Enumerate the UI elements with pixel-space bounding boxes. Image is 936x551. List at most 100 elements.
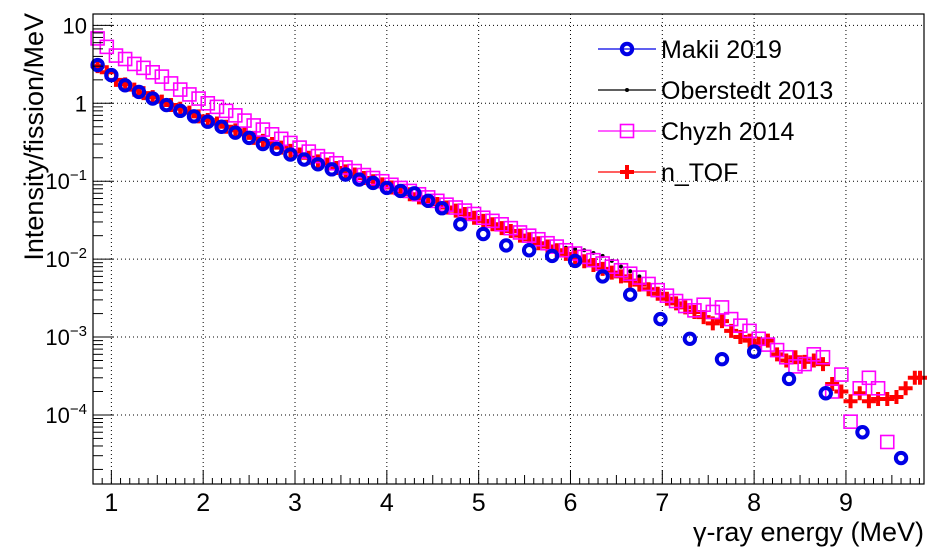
axis-ticks <box>93 24 920 484</box>
y-tick-label: 10−4 <box>45 401 87 428</box>
y-tick-label: 10−1 <box>45 167 87 194</box>
legend-label: Oberstedt 2013 <box>661 77 833 105</box>
data-point <box>434 201 450 216</box>
data-point <box>420 193 436 209</box>
data-point <box>296 152 312 167</box>
data-point <box>531 236 546 251</box>
data-point <box>218 103 234 119</box>
y-tick-label: 10−3 <box>45 323 87 350</box>
data-point <box>650 286 665 301</box>
data-point <box>714 351 730 367</box>
data-point <box>485 213 500 229</box>
data-point <box>861 394 876 409</box>
data-point <box>622 287 638 302</box>
data-point <box>352 172 367 187</box>
data-point <box>407 186 422 201</box>
data-point <box>659 288 675 303</box>
legend-item-makii-2019: Makii 2019 <box>598 36 782 64</box>
x-tick-label: 4 <box>380 489 394 517</box>
data-point <box>742 333 757 348</box>
legend: Makii 2019 Oberstedt 2013 Chyzh 2014 n_TOF <box>598 36 833 187</box>
data-point <box>453 217 468 232</box>
data-point <box>843 414 858 429</box>
data-point <box>512 228 527 243</box>
data-point <box>99 39 115 55</box>
tick-labels: 1 2 3 4 5 6 7 8 9 10 1 10−1 10−2 10−3 10−4 <box>45 13 852 517</box>
data-point <box>893 450 909 466</box>
grid <box>93 14 924 484</box>
data-point <box>338 167 353 182</box>
legend-item-oberstedt-2013: Oberstedt 2013 <box>598 77 833 105</box>
data-point <box>159 97 174 113</box>
data-point <box>825 376 840 391</box>
data-marks <box>90 31 927 466</box>
data-point <box>200 114 215 129</box>
data-point <box>567 246 583 261</box>
data-point <box>742 323 757 339</box>
data-point <box>269 141 284 157</box>
plot-frame <box>92 13 925 485</box>
data-point <box>521 228 537 243</box>
legend-marker <box>619 123 635 139</box>
data-point <box>214 119 229 134</box>
data-point <box>618 264 623 269</box>
data-point <box>641 282 656 297</box>
data-point <box>778 349 794 365</box>
data-point <box>448 200 464 215</box>
data-point <box>457 203 473 218</box>
data-point <box>172 82 188 97</box>
legend-marker <box>625 88 629 92</box>
legend-item-n-tof: n_TOF <box>598 159 738 187</box>
data-point <box>255 136 271 152</box>
data-point <box>880 392 895 407</box>
data-point <box>209 99 225 115</box>
data-point <box>145 64 160 80</box>
data-point <box>659 291 674 306</box>
data-point <box>815 349 831 365</box>
y-tick-label: 10 <box>63 13 87 38</box>
data-point <box>806 347 822 362</box>
data-point <box>843 394 858 409</box>
data-point <box>476 226 491 242</box>
data-point <box>228 108 243 123</box>
data-point <box>852 380 868 396</box>
data-point <box>310 157 326 172</box>
data-point <box>558 242 574 258</box>
data-point <box>338 160 353 175</box>
data-point <box>861 370 877 386</box>
data-point <box>117 51 133 67</box>
data-point <box>466 206 482 222</box>
data-point <box>650 282 666 298</box>
data-point <box>760 333 775 348</box>
x-tick-label: 8 <box>747 489 761 517</box>
data-point <box>393 183 408 199</box>
data-point <box>714 314 729 329</box>
data-point <box>797 356 812 372</box>
legend-item-chyzh-2014: Chyzh 2014 <box>598 118 795 146</box>
data-point <box>503 220 519 236</box>
data-point <box>531 231 546 247</box>
data-point <box>677 298 693 314</box>
x-tick-label: 9 <box>839 489 853 517</box>
data-point <box>104 67 119 83</box>
y-tick-label: 1 <box>75 91 87 116</box>
data-point <box>613 262 629 278</box>
x-tick-label: 6 <box>564 489 578 517</box>
data-point <box>264 127 280 142</box>
data-point <box>770 347 785 362</box>
data-point <box>540 235 555 251</box>
data-point <box>682 331 698 346</box>
data-point <box>879 434 895 450</box>
data-point <box>241 130 257 146</box>
data-point <box>90 57 105 73</box>
data-point <box>365 170 381 186</box>
data-point <box>653 311 668 327</box>
data-point <box>191 91 206 106</box>
data-point <box>870 380 886 396</box>
data-point <box>200 96 216 111</box>
data-point <box>237 113 252 128</box>
x-tick-label: 7 <box>655 489 669 517</box>
y-axis-label: Intensity/fission/MeV <box>19 13 49 261</box>
